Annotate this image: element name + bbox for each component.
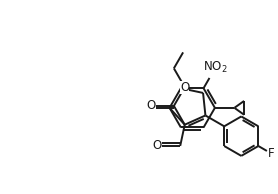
Text: F: F <box>268 147 274 160</box>
Text: O: O <box>152 139 162 152</box>
Text: O: O <box>147 99 156 112</box>
Text: O: O <box>180 81 189 94</box>
Text: NO$_2$: NO$_2$ <box>203 60 228 75</box>
